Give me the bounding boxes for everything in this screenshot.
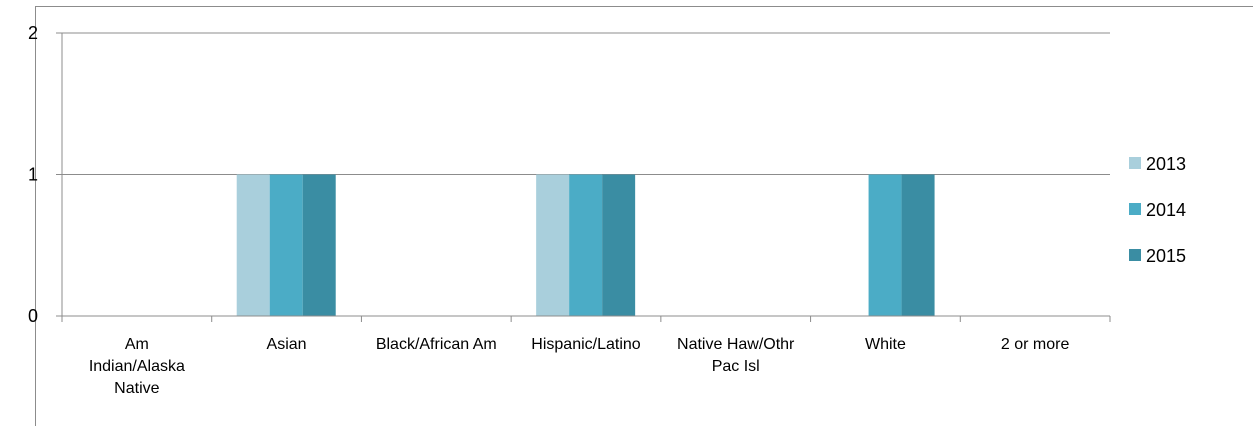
bar-2013-2	[236, 174, 270, 316]
legend-label-2014: 2014	[1146, 200, 1186, 220]
x-category-label: Native Haw/Othr	[677, 336, 795, 353]
bar-2015-6	[901, 174, 935, 316]
x-category-label: Am	[125, 336, 149, 353]
x-category-label: 2 or more	[1001, 336, 1070, 353]
chart-frame	[35, 6, 1253, 426]
bar-2013-4	[536, 174, 570, 316]
x-category-label: Native	[114, 380, 159, 397]
bar-2015-4	[602, 174, 636, 316]
x-category-label: White	[865, 336, 906, 353]
legend-label-2015: 2015	[1146, 246, 1186, 266]
y-tick-label-2: 2	[28, 23, 38, 43]
legend-swatch-2015	[1129, 249, 1141, 261]
bar-2014-2	[269, 174, 303, 316]
axis-layer: 0 1 2 Am Indian/Alaska Native Asian Black/Afric…	[28, 23, 1111, 397]
bar-2015-2	[302, 174, 336, 316]
bar-2014-4	[569, 174, 603, 316]
x-category-label: Pac Isl	[712, 358, 760, 375]
legend-swatch-2014	[1129, 203, 1141, 215]
y-tick-label-0: 0	[28, 306, 38, 326]
x-category-label: Hispanic/Latino	[531, 336, 641, 353]
x-category-label: Black/African Am	[376, 336, 497, 353]
bar-layer	[236, 174, 935, 316]
x-category-label: Asian	[267, 336, 307, 353]
y-tick-label-1: 1	[28, 165, 38, 185]
legend-swatch-2013	[1129, 157, 1141, 169]
legend-label-2013: 2013	[1146, 154, 1186, 174]
bar-2014-6	[868, 174, 902, 316]
legend: 2013 2014 2015	[1129, 154, 1186, 266]
grid-layer	[62, 32, 1110, 175]
x-category-label: Indian/Alaska	[89, 358, 185, 375]
